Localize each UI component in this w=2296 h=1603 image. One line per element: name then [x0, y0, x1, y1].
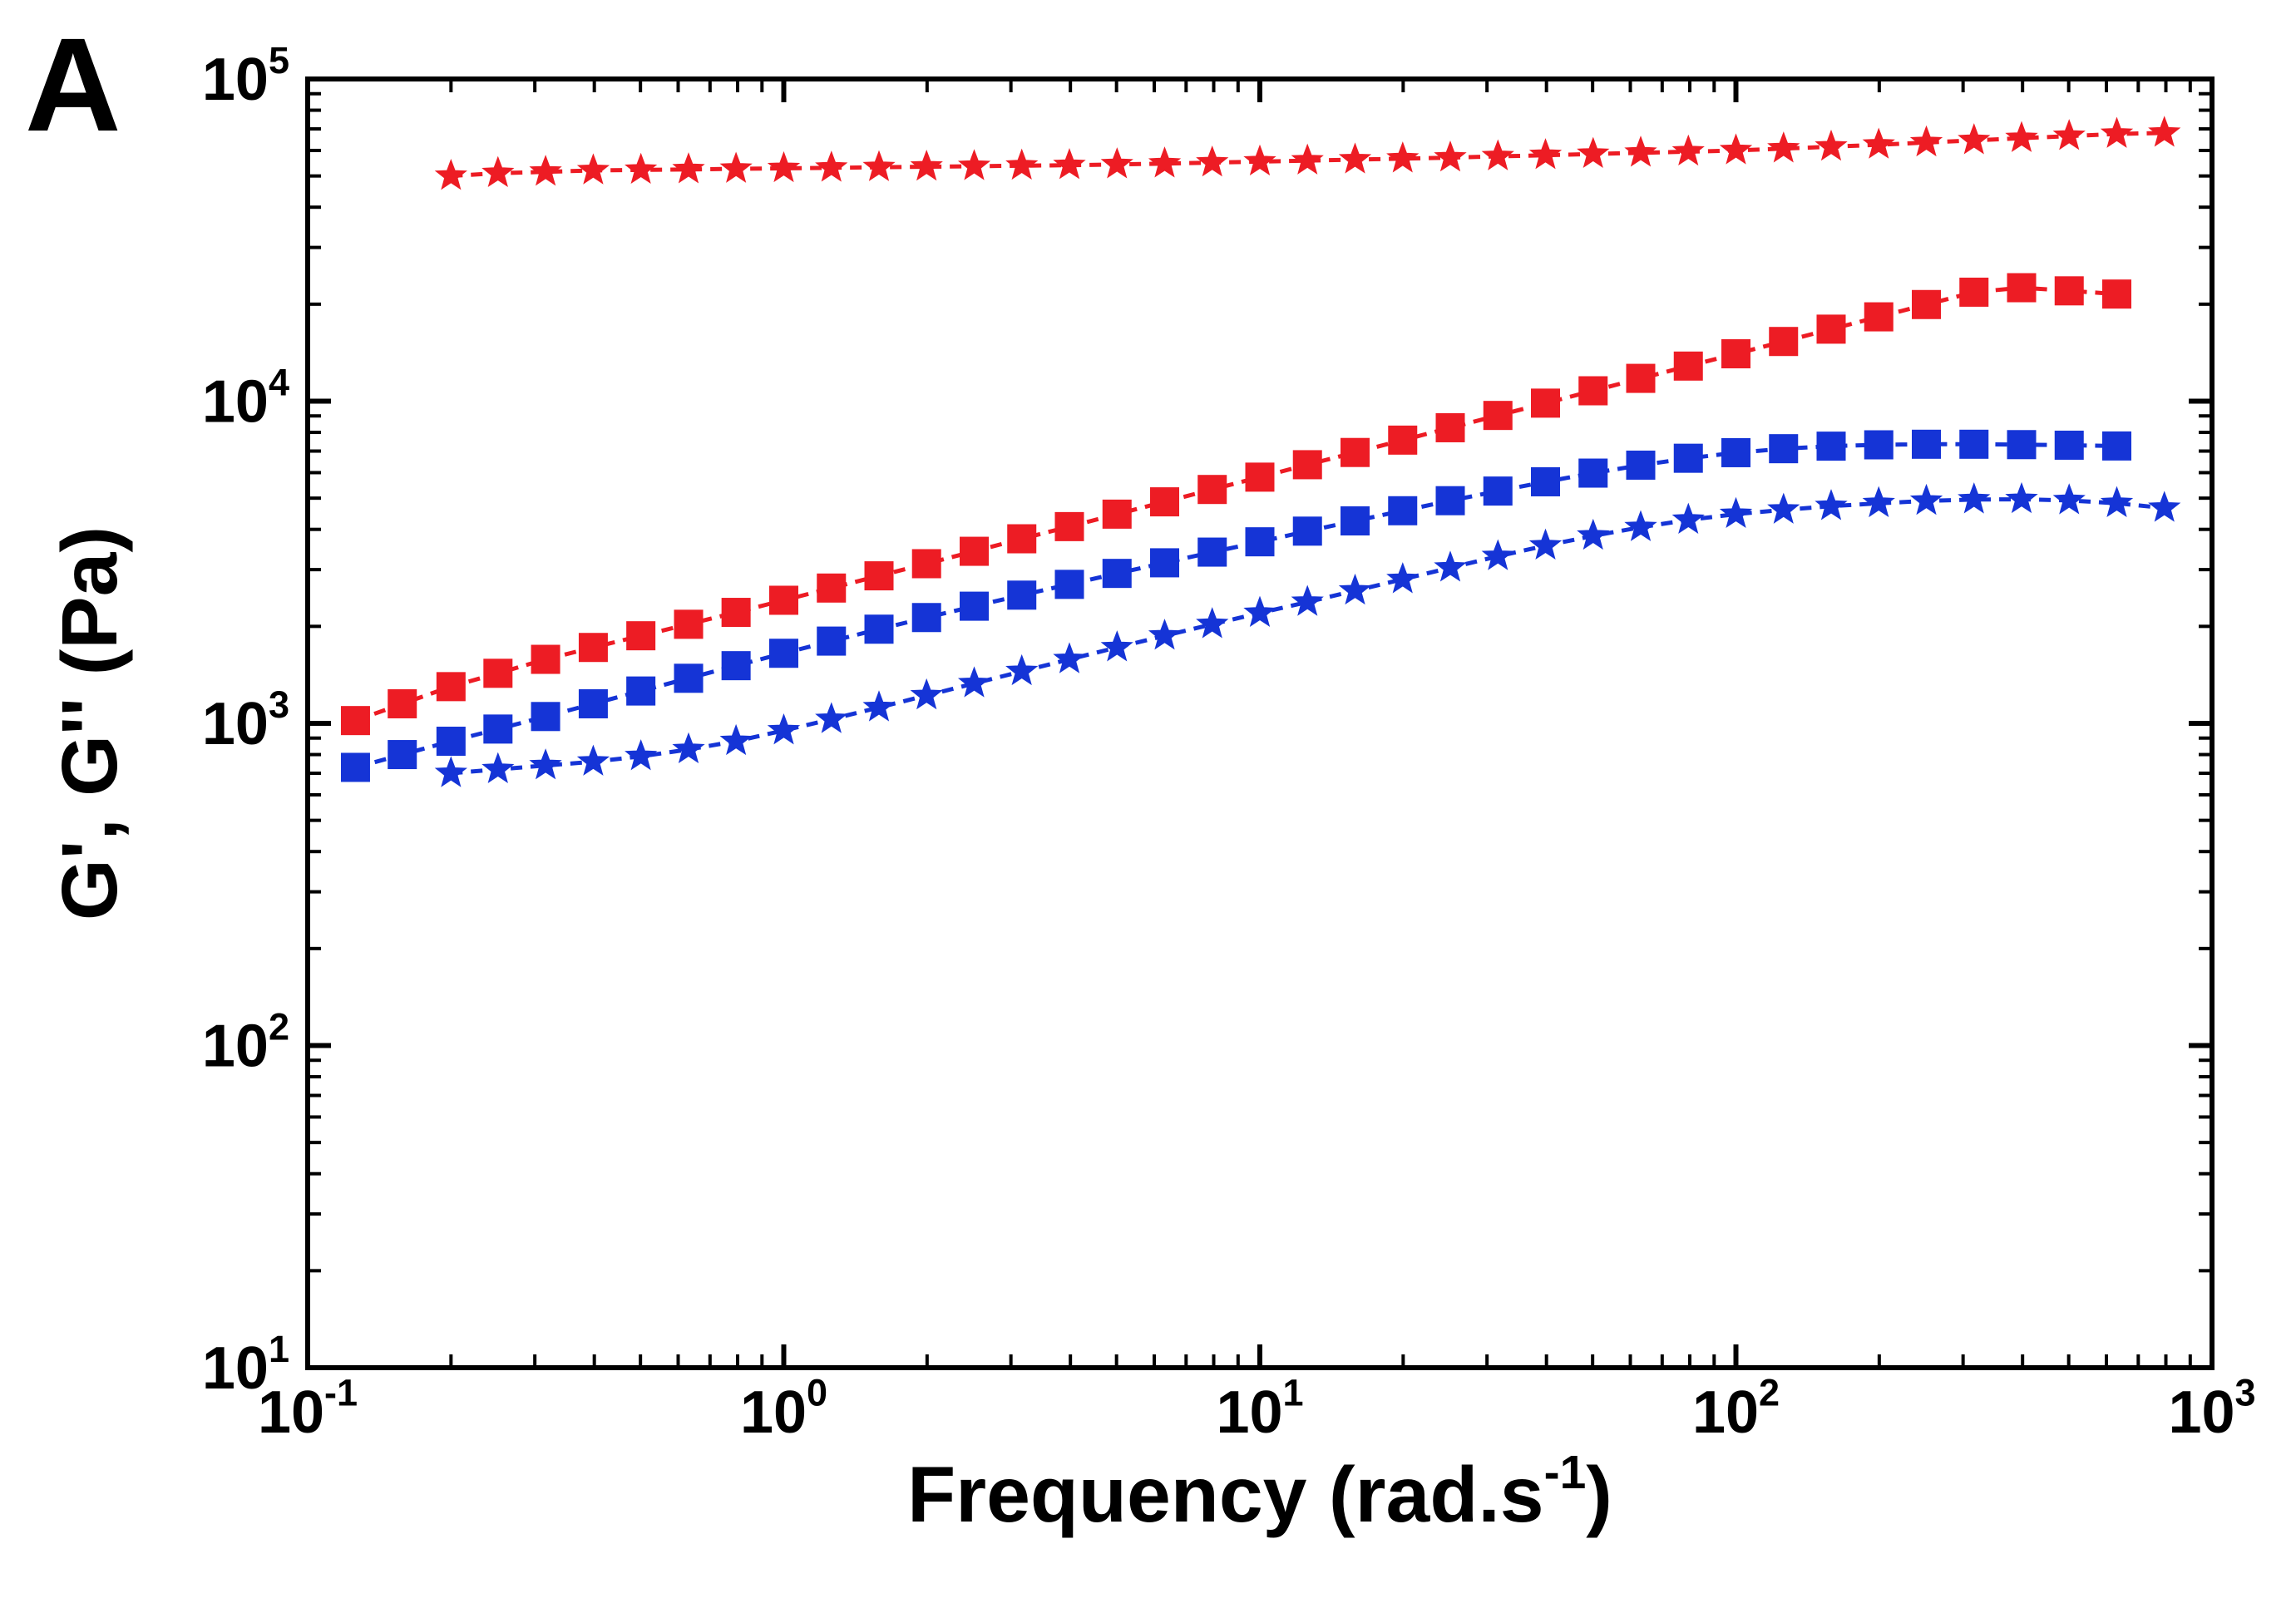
svg-text:104: 104	[202, 361, 289, 435]
svg-text:103: 103	[202, 683, 289, 757]
svg-text:102: 102	[1692, 1372, 1780, 1446]
svg-text:100: 100	[740, 1372, 827, 1446]
panel-label: A	[25, 8, 121, 161]
svg-text:Frequency (rad.s-1): Frequency (rad.s-1)	[907, 1446, 1612, 1539]
svg-text:102: 102	[202, 1005, 289, 1079]
chart-container: { "panel_label": "A", "panel_label_fonts…	[0, 0, 2296, 1603]
svg-text:10-1: 10-1	[258, 1372, 358, 1446]
rheology-chart: 10-1100101102103101102103104105Frequency…	[0, 0, 2296, 1603]
svg-text:G', G'' (Pa): G', G'' (Pa)	[46, 526, 134, 920]
svg-text:101: 101	[1216, 1372, 1303, 1446]
svg-text:103: 103	[2168, 1372, 2255, 1446]
svg-text:105: 105	[202, 39, 289, 113]
